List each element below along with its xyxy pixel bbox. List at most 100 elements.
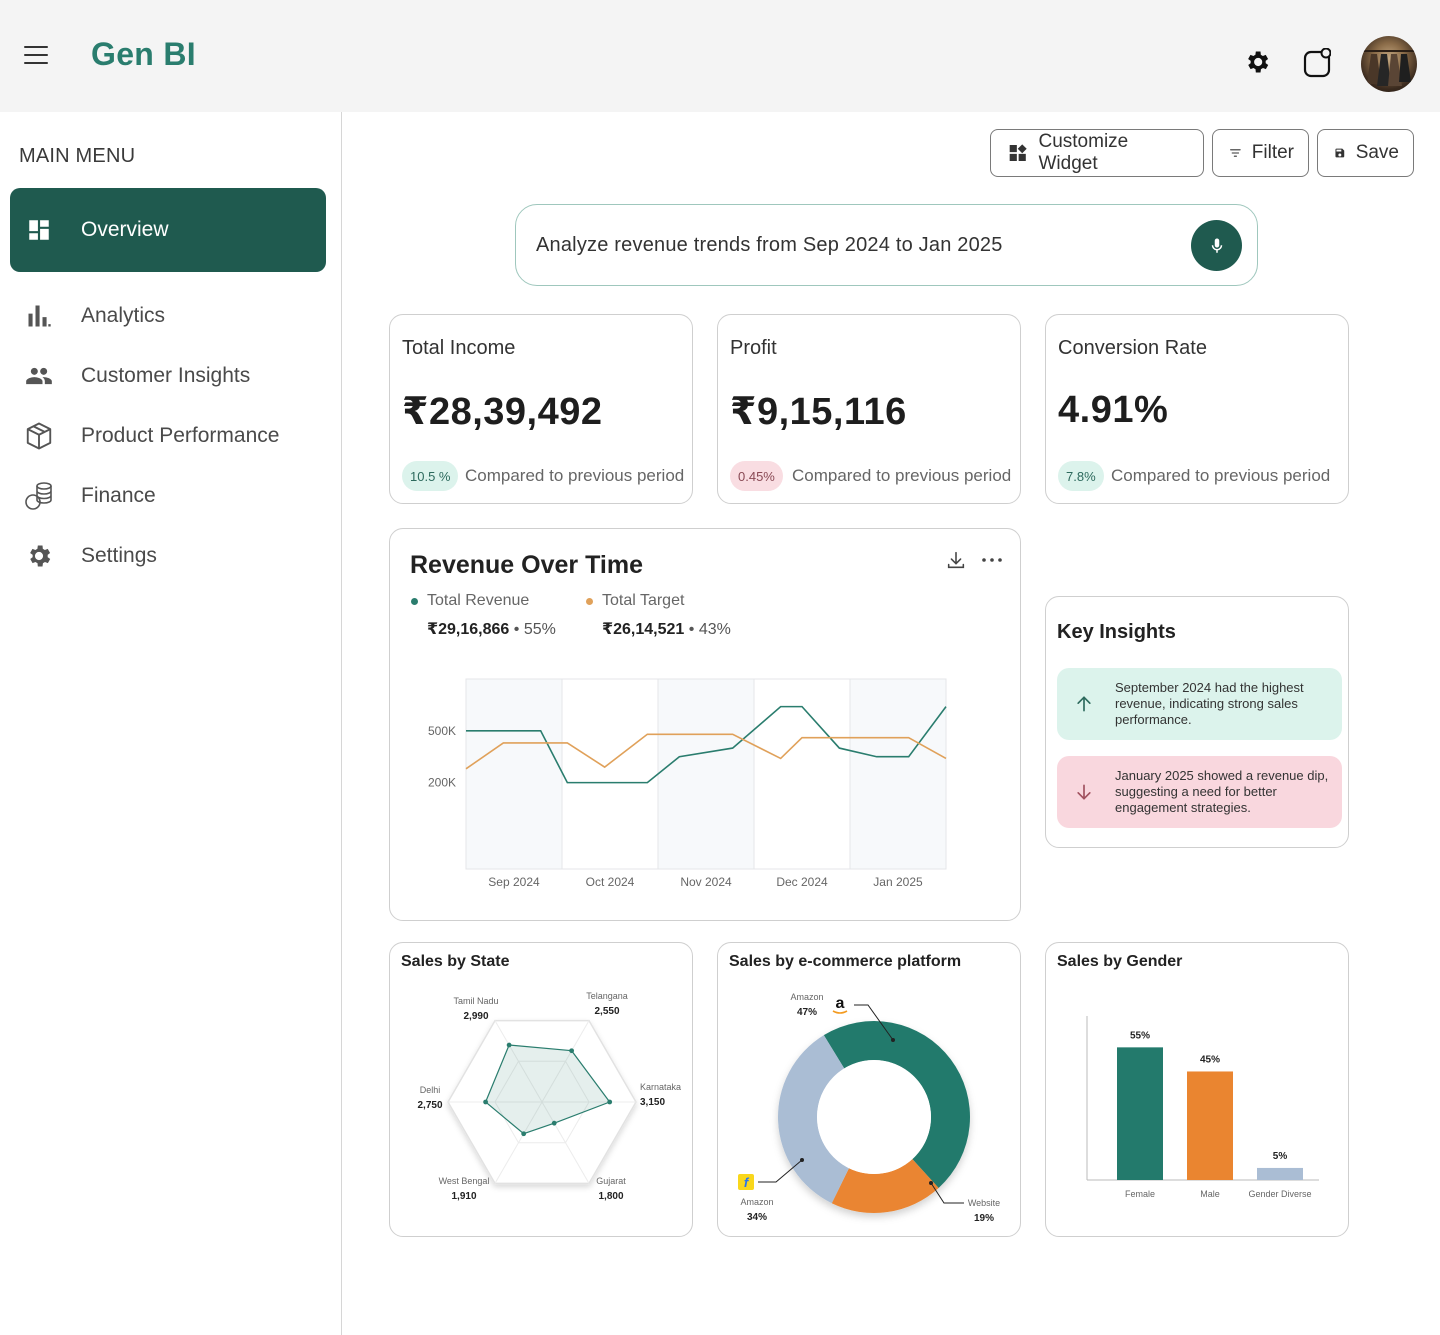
sidebar-item-customer-insights[interactable]: Customer Insights [10,348,326,404]
gear-icon[interactable] [1243,48,1271,78]
donut-value-label: 19% [974,1213,994,1224]
sales-by-gender-card: Sales by Gender 55% Female 45% Male 5% Gender… [1045,942,1349,1237]
arrow-down-icon [1077,784,1091,800]
legend-dot-target [586,598,593,605]
legend-value-revenue: ₹29,16,866 • 55% [427,621,556,638]
donut-callout-line [854,1004,894,1041]
sidebar-item-settings[interactable]: Settings [10,528,326,584]
revenue-title: Revenue Over Time [410,551,643,579]
kpi-title: Total Income [402,337,516,359]
flipkart-logo-bg [738,1174,754,1190]
save-icon [1335,148,1345,158]
legend-value-target: ₹26,14,521 • 43% [602,621,731,638]
radar-data-point [551,1120,557,1126]
radar-category-label: Gujarat [596,1176,626,1186]
donut-callout-dot [929,1181,933,1185]
x-tick-label: Dec 2024 [776,875,828,889]
revenue-line-chart: Sep 2024 Oct 2024 Nov 2024 Dec 2024 Jan 2025… [428,678,947,889]
filter-label: Filter [1251,142,1294,163]
sidebar-item-overview[interactable]: Overview [10,188,326,272]
radar-value-label: 2,550 [594,1006,619,1017]
radar-category-label: Telangana [586,991,628,1001]
sales-by-platform-donut-chart: Amazon 47% Website 19% Amazon 34% a f [738,992,1000,1224]
kpi-title: Profit [730,337,777,359]
avatar[interactable] [1361,36,1417,92]
donut-slice-label: Amazon [740,1197,773,1207]
dashboard-icon [22,213,56,247]
save-label: Save [1355,142,1399,163]
bar-value-label: 55% [1130,1030,1150,1041]
sidebar-item-label: Product Performance [81,424,280,447]
flipkart-logo-glyph: f [744,1175,750,1190]
donut-callout-line [930,1182,964,1204]
x-tick-label: Nov 2024 [680,875,732,889]
download-icon[interactable] [945,549,967,571]
grid-band [753,678,851,870]
revenue-over-time-card: Revenue Over Time Total Revenue ₹29,16,8… [389,528,1021,921]
kpi-value: ₹9,15,116 [730,391,907,433]
microphone-icon [1211,238,1222,253]
filter-button[interactable]: Filter [1212,129,1309,177]
search-input[interactable] [536,227,1176,263]
hamburger-menu-icon[interactable] [24,46,48,66]
sidebar-item-finance[interactable]: Finance [10,468,326,524]
sidebar: MAIN MENU Overview Analytics Customer In… [0,112,342,1335]
bar [1257,1167,1303,1180]
kpi-card-conversion-rate: Conversion Rate 4.91% 7.8% Compared to p… [1045,314,1349,504]
donut-callout-line [758,1159,803,1183]
bar-category-label: Male [1200,1189,1220,1199]
kpi-change-badge: 0.45% [730,461,783,491]
donut-hole [817,1060,931,1174]
search-bar [515,204,1258,286]
flipkart-logo-icon: f [738,1174,754,1190]
people-icon [22,359,56,393]
radar-category-label: Delhi [420,1085,441,1095]
amazon-logo-icon: a [832,995,848,1014]
donut-slice [831,1159,939,1213]
grid-band [465,678,563,870]
kpi-change-badge: 10.5 % [402,461,459,491]
kpi-card-profit: Profit ₹9,15,116 0.45% Compared to previ… [717,314,1021,504]
insight-item-negative: January 2025 showed a revenue dip, sugge… [1057,756,1342,828]
donut-value-label: 34% [747,1212,767,1223]
sidebar-item-label: Analytics [81,304,166,327]
filter-icon [1230,149,1241,157]
sidebar-item-product-performance[interactable]: Product Performance [10,408,326,464]
bar-value-label: 5% [1273,1151,1288,1162]
kpi-change-badge: 7.8% [1058,461,1104,491]
arrow-up-icon [1077,696,1091,712]
series-line [466,705,947,784]
y-tick-label: 200K [428,776,456,790]
customize-widget-button[interactable]: Customize Widget [990,129,1204,177]
radar-value-label: 2,750 [417,1100,442,1111]
microphone-button[interactable] [1191,220,1242,271]
sales-by-state-title: Sales by State [401,953,510,970]
sales-by-platform-card: Sales by e-commerce platform Amazon 47% We… [717,942,1021,1237]
sidebar-item-label: Customer Insights [81,364,251,387]
x-tick-label: Sep 2024 [488,875,540,889]
radar-value-label: 2,990 [463,1011,488,1022]
radar-data-point [483,1099,488,1105]
legend-dot-revenue [411,598,418,605]
donut-slice-label: Amazon [790,992,823,1002]
save-button[interactable]: Save [1317,129,1414,177]
notification-icon[interactable] [1303,47,1332,78]
kpi-title: Conversion Rate [1058,337,1207,359]
radar-category-label: Tamil Nadu [453,996,498,1006]
donut-value-label: 47% [797,1007,817,1018]
donut-slice [823,1021,970,1188]
donut-callout-dot [891,1038,895,1042]
key-insights-card: Key Insights September 2024 had the high… [1045,596,1349,848]
more-options-icon[interactable] [980,549,1004,571]
x-tick-label: Jan 2025 [873,875,923,889]
sidebar-item-analytics[interactable]: Analytics [10,288,326,344]
bar-category-label: Female [1125,1189,1155,1199]
donut-callout-dot [800,1158,804,1162]
bar [1117,1047,1163,1180]
sidebar-item-label: Settings [81,544,157,567]
amazon-logo-glyph: a [836,995,845,1012]
kpi-value: 4.91% [1058,389,1169,431]
brand-title: Gen BI [91,36,196,72]
donut-group [778,1021,970,1213]
series-line [465,733,947,770]
